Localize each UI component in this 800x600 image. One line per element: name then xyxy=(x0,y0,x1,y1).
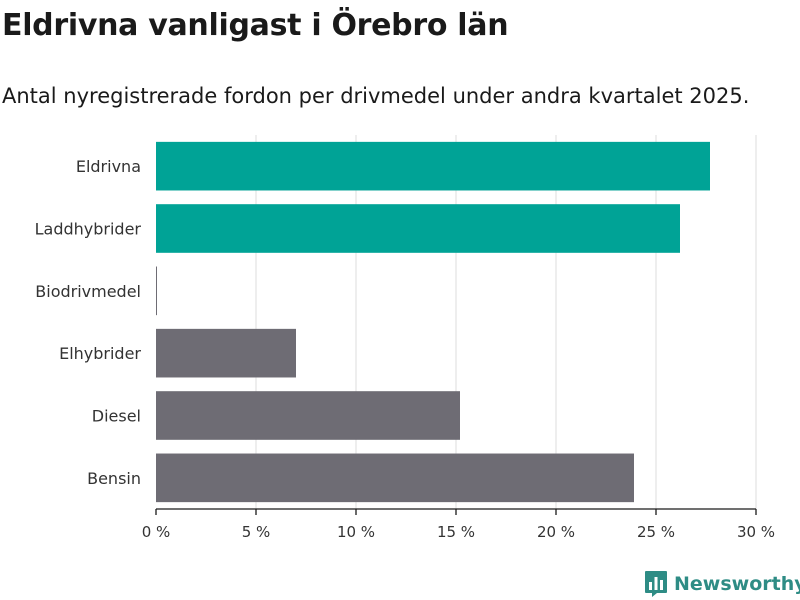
chart-title: Eldrivna vanligast i Örebro län xyxy=(2,8,509,43)
brand-name: Newsworthy xyxy=(674,573,800,595)
bar-bensin xyxy=(156,453,634,503)
x-tick-label: 5 % xyxy=(242,523,271,541)
category-label: Elhybrider xyxy=(59,344,141,363)
brand-logo: Newsworthy xyxy=(644,570,800,598)
bar-laddhybrider xyxy=(156,204,680,253)
chart-subtitle: Antal nyregistrerade fordon per drivmede… xyxy=(2,84,750,108)
bar-diesel xyxy=(156,391,460,440)
x-tick-label: 20 % xyxy=(537,523,575,541)
category-label: Diesel xyxy=(92,407,141,426)
x-tick-label: 10 % xyxy=(337,523,375,541)
bar-biodrivmedel xyxy=(156,266,157,316)
category-label: Eldrivna xyxy=(76,157,141,176)
x-tick-label: 15 % xyxy=(437,523,475,541)
x-tick-label: 25 % xyxy=(637,523,675,541)
category-label: Biodrivmedel xyxy=(35,282,141,301)
newsworthy-logo-icon xyxy=(645,571,667,597)
x-tick-label: 0 % xyxy=(142,523,171,541)
bar-eldrivna xyxy=(156,141,710,191)
x-tick-label: 30 % xyxy=(737,523,775,541)
category-label: Bensin xyxy=(87,469,141,488)
bar-elhybrider xyxy=(156,328,296,378)
category-label: Laddhybrider xyxy=(35,220,142,239)
